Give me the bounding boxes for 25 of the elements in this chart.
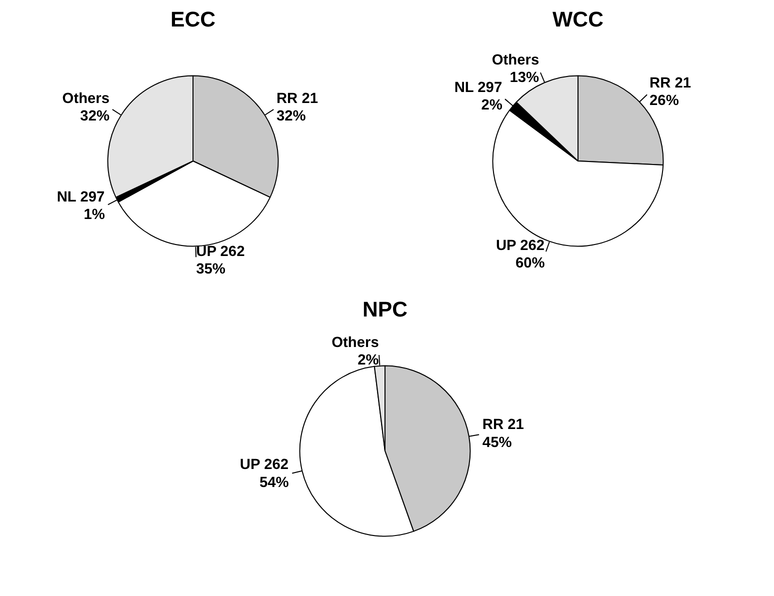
slice-label: Others <box>332 334 379 351</box>
data-label: 32% <box>80 108 110 124</box>
slice-label: Others <box>62 90 110 107</box>
data-label: 1% <box>84 207 105 224</box>
slice-label: NL 297 <box>454 80 502 96</box>
slice-label: UP 262 <box>496 238 545 254</box>
data-label: 45% <box>482 434 512 451</box>
chart-title: NPC <box>362 298 408 322</box>
data-label: 35% <box>196 261 226 278</box>
slice-label: UP 262 <box>240 457 289 474</box>
slice-label: RR 21 <box>276 90 318 107</box>
slice-label: NL 297 <box>56 189 105 206</box>
chart-title: WCC <box>552 8 604 32</box>
slice-label: RR 21 <box>650 75 692 92</box>
data-label: 60% <box>515 256 545 272</box>
slice-label: UP 262 <box>196 244 245 260</box>
data-label: 2% <box>358 352 379 368</box>
data-label: 2% <box>481 98 502 114</box>
data-label: 26% <box>650 93 679 110</box>
slice-label: RR 21 <box>482 417 524 434</box>
chart-title: ECC <box>170 8 216 32</box>
slice-label: Others <box>492 52 540 69</box>
data-label: 54% <box>259 474 289 491</box>
data-label: 32% <box>276 108 306 124</box>
data-label: 13% <box>510 70 540 86</box>
